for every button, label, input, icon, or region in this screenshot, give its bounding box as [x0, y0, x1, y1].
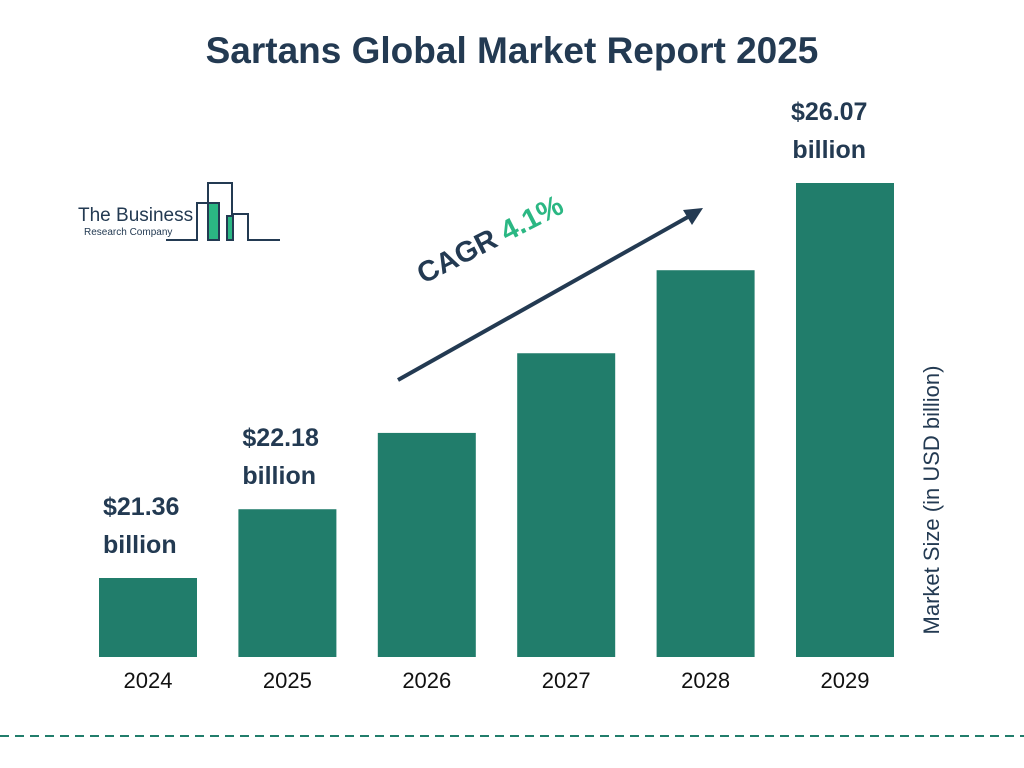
chart-title: Sartans Global Market Report 2025 [205, 30, 819, 71]
company-logo: The Business Research Company [78, 205, 193, 238]
bar-2028 [656, 270, 755, 657]
bar-2026 [377, 432, 476, 657]
data-label-unit: billion [242, 462, 316, 491]
x-tick-label: 2029 [821, 668, 870, 693]
logo-graphic [166, 182, 280, 241]
bar-2024 [99, 578, 197, 657]
logo-line1: The Business [78, 205, 194, 226]
bar-2025 [238, 509, 337, 657]
data-label-unit: billion [792, 136, 867, 164]
data-label: $22.18 billion [242, 419, 318, 495]
logo-line2: Research Company [84, 227, 173, 238]
x-tick-label: 2024 [124, 668, 173, 693]
cagr-arrow-head [683, 208, 703, 225]
data-label-value: $26.07 [791, 98, 868, 126]
data-label: $26.07 billion [791, 93, 867, 169]
data-label-unit: billion [103, 531, 177, 559]
bar-2029 [796, 183, 894, 657]
x-tick-label: 2028 [681, 668, 730, 693]
x-tick-label: 2026 [402, 668, 451, 693]
y-axis-label: Market Size (in USD billion) [919, 365, 944, 635]
x-tick-label: 2027 [542, 668, 591, 693]
x-tick-label: 2025 [263, 668, 312, 693]
bar-2027 [517, 353, 616, 657]
data-label-value: $22.18 [242, 424, 319, 453]
cagr-arrow [397, 211, 696, 382]
data-label: $21.36 billion [103, 488, 179, 564]
data-label-value: $21.36 [103, 493, 180, 521]
